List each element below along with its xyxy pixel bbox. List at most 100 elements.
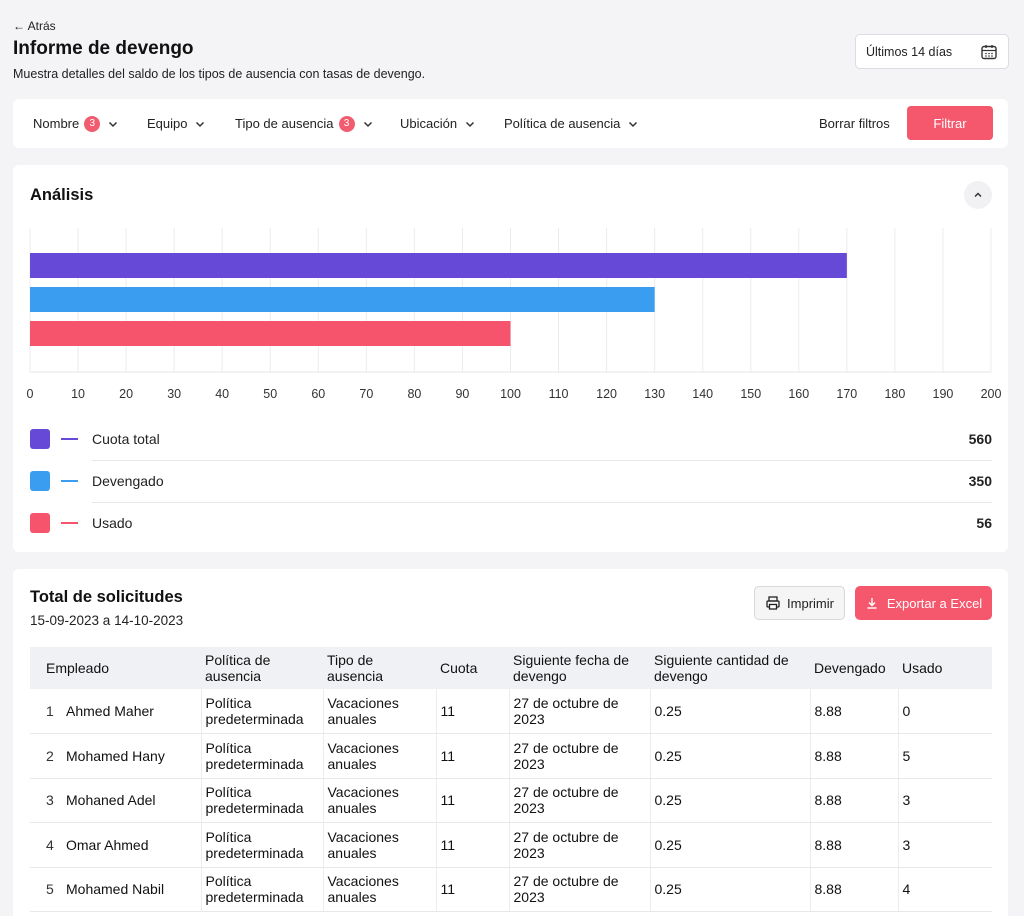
x-tick-label: 70: [359, 387, 373, 401]
used-cell: 0: [897, 689, 992, 734]
next-amount-cell: 0.25: [649, 778, 810, 823]
absence-type-cell: Vacaciones anuales: [322, 867, 436, 912]
requests-table: Empleado Política de ausencia Tipo de au…: [30, 647, 992, 912]
row-number: 2: [46, 747, 54, 764]
row-number: 3: [46, 792, 54, 809]
column-header[interactable]: Cuota: [440, 660, 478, 676]
legend-value: 350: [968, 473, 992, 489]
chevron-down-icon: [363, 121, 372, 127]
x-tick-label: 110: [549, 387, 569, 401]
employee-name: Ahmed Maher: [66, 703, 154, 719]
x-tick-label: 120: [596, 387, 617, 401]
export-excel-button[interactable]: Exportar a Excel: [855, 586, 992, 620]
export-label: Exportar a Excel: [886, 595, 983, 611]
page-subtitle: Muestra detalles del saldo de los tipos …: [13, 67, 426, 81]
table-row[interactable]: 3 Mohaned Adel Política predeterminada Va…: [30, 778, 992, 823]
column-header[interactable]: Siguiente cantidad de devengo: [654, 652, 789, 684]
column-header[interactable]: Devengado: [814, 660, 886, 676]
collapse-button[interactable]: [964, 181, 992, 209]
legend-name: Devengado: [92, 473, 164, 489]
x-tick-label: 10: [71, 387, 85, 401]
column-header[interactable]: Usado: [902, 660, 943, 676]
next-date-cell: 27 de octubre de 2023: [508, 733, 650, 779]
calendar-icon: [981, 44, 997, 59]
requests-date-range: 15-09-2023 a 14-10-2023: [30, 613, 184, 628]
employee-name: Mohamed Nabil: [66, 881, 165, 898]
chevron-down-icon: [466, 121, 475, 127]
filter-location[interactable]: Ubicación: [400, 99, 477, 148]
x-tick-label: 140: [692, 387, 713, 401]
date-range-picker[interactable]: Últimos 14 días: [855, 34, 1009, 69]
row-number: 1: [46, 703, 54, 719]
column-header[interactable]: Empleado: [46, 660, 110, 676]
x-tick-label: 0: [27, 387, 34, 401]
column-header[interactable]: Tipo de ausencia: [327, 652, 384, 684]
print-label: Imprimir: [787, 595, 834, 611]
chevron-down-icon: [629, 121, 638, 127]
next-date-cell: 27 de octubre de 2023: [508, 822, 650, 868]
table-row[interactable]: 1 Ahmed Maher Política predeterminada Vac…: [30, 689, 992, 734]
legend-value: 56: [976, 515, 992, 531]
next-amount-cell: 0.25: [649, 822, 810, 868]
bar-cuota-total: [30, 253, 847, 278]
legend-line: [61, 522, 78, 524]
legend-item: Usado 56: [30, 502, 992, 544]
row-number: 5: [46, 881, 54, 898]
legend-swatch: [30, 429, 50, 449]
analysis-card: Análisis 0 10 20 30 40 50 60 70 80 90 100 110 120 130…: [13, 165, 1008, 552]
next-date-cell: 27 de octubre de 2023: [508, 867, 650, 912]
filter-count-badge: 3: [84, 115, 101, 132]
page-title: Informe de devengo: [13, 38, 194, 59]
filter-absence-type[interactable]: Tipo de ausencia 3: [235, 99, 375, 148]
filter-name[interactable]: Nombre 3: [33, 99, 120, 148]
table-row[interactable]: 2 Mohamed Hany Política predeterminada Va…: [30, 733, 992, 779]
x-tick-label: 160: [788, 387, 809, 401]
quota-cell: 11: [435, 689, 509, 734]
column-header[interactable]: Siguiente fecha de devengo: [513, 652, 629, 684]
x-tick-label: 180: [884, 387, 905, 401]
apply-filter-button[interactable]: Filtrar: [907, 106, 993, 140]
x-tick-label: 100: [500, 387, 521, 401]
x-tick-label: 190: [933, 387, 954, 401]
absence-type-cell: Vacaciones anuales: [322, 778, 436, 823]
print-button[interactable]: Imprimir: [754, 586, 845, 620]
column-header[interactable]: Política de ausencia: [205, 652, 271, 684]
legend-swatch: [30, 471, 50, 491]
clear-filters-button[interactable]: Borrar filtros: [819, 116, 890, 131]
accrued-cell: 8.88: [809, 778, 898, 823]
table-row[interactable]: 5 Mohamed Nabil Política predeterminada V…: [30, 867, 992, 912]
accrued-cell: 8.88: [809, 867, 898, 912]
legend-item: Cuota total 560: [30, 418, 992, 460]
x-tick-label: 50: [263, 387, 277, 401]
x-tick-label: 90: [455, 387, 469, 401]
legend-name: Usado: [92, 515, 133, 531]
used-cell: 5: [897, 733, 992, 779]
legend-line: [61, 480, 78, 482]
quota-cell: 11: [435, 822, 509, 868]
filter-team[interactable]: Equipo: [147, 99, 207, 148]
bar-usado: [30, 321, 511, 346]
legend-item: Devengado 350: [30, 460, 992, 502]
download-icon: [867, 598, 877, 609]
requests-title: Total de solicitudes: [30, 588, 183, 606]
used-cell: 3: [897, 778, 992, 823]
x-tick-label: 130: [644, 387, 665, 401]
filter-count-badge: 3: [338, 115, 355, 132]
filter-absence-policy[interactable]: Política de ausencia: [504, 99, 640, 148]
date-range-label: Últimos 14 días: [866, 44, 953, 59]
table-row[interactable]: 4 Omar Ahmed Política predeterminada Vaca…: [30, 822, 992, 868]
employee-name: Omar Ahmed: [66, 836, 149, 853]
policy-cell: Política predeterminada: [200, 867, 323, 912]
legend-swatch: [30, 513, 50, 533]
bar-chart: 0 10 20 30 40 50 60 70 80 90 100 110 120 130 140 150 160…: [27, 228, 1001, 401]
accrued-cell: 8.88: [809, 689, 898, 734]
next-amount-cell: 0.25: [649, 867, 810, 912]
requests-card: Total de solicitudes 15-09-2023 a 14-10-…: [13, 569, 1008, 916]
employee-name: Mohaned Adel: [66, 792, 156, 809]
legend-value: 560: [968, 431, 992, 447]
back-link[interactable]: ← Atrás: [13, 19, 56, 33]
x-tick-label: 60: [311, 387, 325, 401]
absence-type-cell: Vacaciones anuales: [322, 733, 436, 779]
chevron-up-icon: [974, 192, 982, 198]
policy-cell: Política predeterminada: [200, 689, 323, 734]
